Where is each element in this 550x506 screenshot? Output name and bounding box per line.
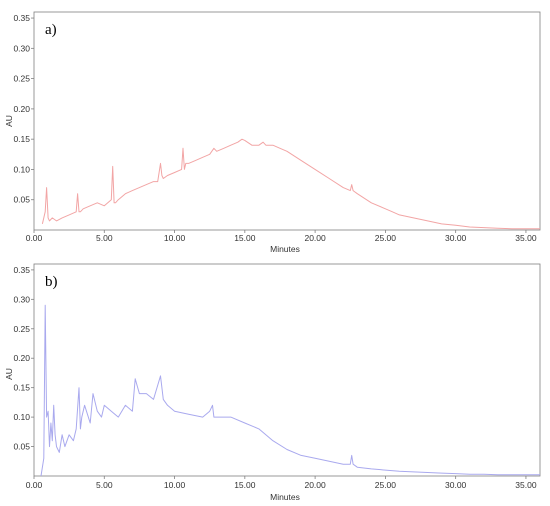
x-tick-label: 30.00 bbox=[445, 233, 467, 243]
x-tick-label: 20.00 bbox=[304, 233, 326, 243]
y-tick-label: 0.10 bbox=[13, 164, 30, 174]
x-tick-label: 5.00 bbox=[96, 480, 113, 490]
panel-a-label: a) bbox=[45, 22, 57, 38]
x-tick-label: 5.00 bbox=[96, 233, 113, 243]
y-tick-label: 0.30 bbox=[13, 294, 30, 304]
y-tick-label: 0.25 bbox=[13, 74, 30, 84]
x-tick-label: 25.00 bbox=[375, 233, 397, 243]
x-tick-label: 0.00 bbox=[26, 233, 43, 243]
chromatogram-trace bbox=[40, 304, 540, 477]
x-tick-label: 35.00 bbox=[515, 233, 537, 243]
x-tick-label: 15.00 bbox=[234, 480, 256, 490]
chart-panel-b: b) AU Minutes 0.05 0.10 0.15 0.20 0.25 0.30 0.… bbox=[4, 263, 541, 502]
y-tick-label: 0.30 bbox=[13, 43, 30, 53]
panel-b-label: b) bbox=[45, 274, 58, 290]
y-tick-label: 0.25 bbox=[13, 324, 30, 334]
x-tick-label: 0.00 bbox=[26, 480, 43, 490]
x-tick-label: 20.00 bbox=[304, 480, 326, 490]
chromatogram-trace bbox=[41, 138, 540, 230]
panel-a-y-axis-title: AU bbox=[4, 115, 14, 127]
x-tick-label: 10.00 bbox=[164, 480, 186, 490]
y-tick-label: 0.20 bbox=[13, 104, 30, 114]
plot-frame bbox=[33, 263, 541, 477]
x-tick-label: 35.00 bbox=[515, 480, 537, 490]
panel-a-x-axis-title: Minutes bbox=[270, 244, 300, 254]
y-tick-label: 0.10 bbox=[13, 412, 30, 422]
y-tick-label: 0.35 bbox=[13, 13, 30, 23]
y-tick-label: 0.05 bbox=[13, 195, 30, 205]
x-tick-label: 25.00 bbox=[375, 480, 397, 490]
y-tick-label: 0.15 bbox=[13, 383, 30, 393]
y-tick-label: 0.35 bbox=[13, 265, 30, 275]
x-tick-label: 15.00 bbox=[234, 233, 256, 243]
plot-frame bbox=[33, 11, 541, 231]
y-tick-label: 0.20 bbox=[13, 353, 30, 363]
y-tick-label: 0.05 bbox=[13, 442, 30, 452]
panel-b-y-axis-title: AU bbox=[4, 368, 14, 380]
y-tick-label: 0.15 bbox=[13, 134, 30, 144]
chart-panel-a: a) AU Minutes 0.05 0.10 0.15 0.20 0.25 0.30 0.… bbox=[4, 11, 541, 254]
x-tick-label: 30.00 bbox=[445, 480, 467, 490]
panel-b-x-axis-title: Minutes bbox=[270, 492, 300, 502]
x-tick-label: 10.00 bbox=[164, 233, 186, 243]
